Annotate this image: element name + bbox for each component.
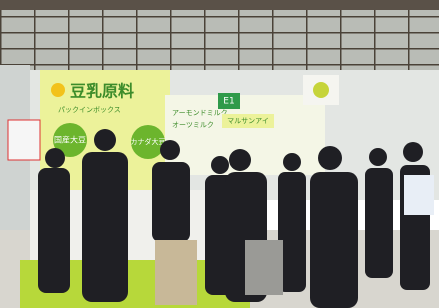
side-text: オーツミルク — [172, 121, 214, 129]
brand: マルサンアイ — [227, 117, 269, 125]
sign-logo — [313, 82, 329, 98]
poster — [8, 120, 40, 160]
ceiling-beam — [0, 0, 439, 10]
banner-title: 豆乳原料 — [70, 82, 134, 101]
badge-text: カナダ大豆 — [131, 137, 166, 146]
photo: 豆乳原料 パックインボックス 国産大豆 カナダ大豆 アーモンドミルク オーツミル… — [0, 0, 439, 308]
logo — [51, 83, 65, 97]
banner-sub: パックインボックス — [58, 106, 121, 114]
side-text: アーモンドミルク — [172, 109, 228, 117]
skirt — [245, 240, 283, 295]
trousers — [155, 240, 197, 305]
page: {"signs": {"main": "豆乳原料", "sub": "パックイン… — [0, 0, 439, 308]
ceiling — [0, 0, 439, 82]
booth-number: E1 — [223, 97, 234, 107]
shirt — [404, 175, 434, 215]
badge-text: 国産大豆 — [54, 135, 86, 145]
